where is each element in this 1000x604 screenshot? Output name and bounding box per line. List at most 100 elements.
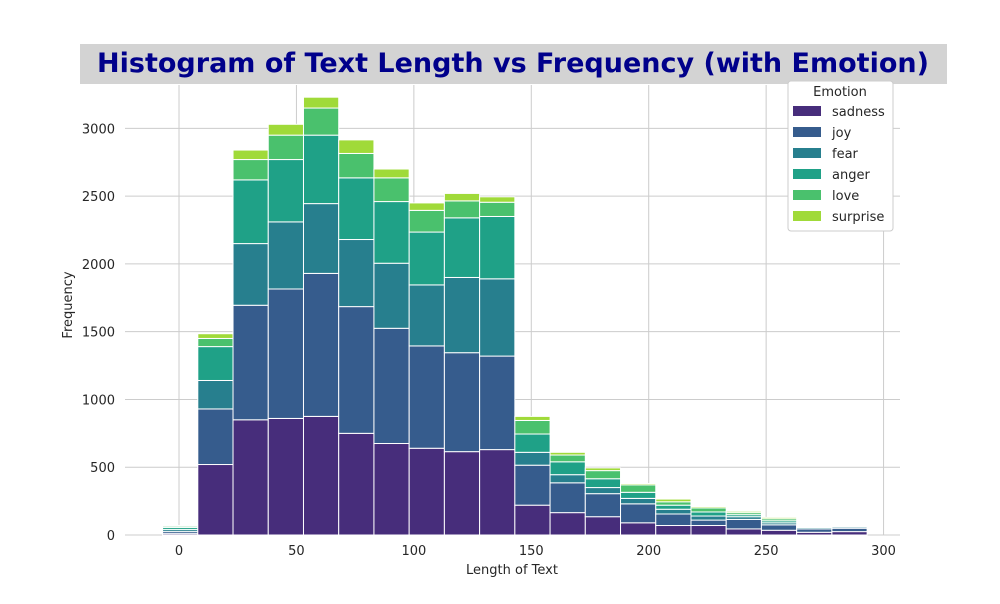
legend-swatch-joy: [793, 127, 821, 137]
legend-label-anger: anger: [832, 168, 870, 183]
x-tick-label: 0: [175, 544, 183, 559]
bar-segment-joy: [549, 482, 586, 514]
bar-segment-surprise: [584, 467, 622, 472]
bar-segment-fear: [479, 278, 516, 357]
bar-segment-fear: [655, 508, 692, 515]
legend-swatch-anger: [793, 169, 821, 179]
bar-segment-surprise: [232, 149, 269, 161]
bar-segment-fear: [443, 276, 481, 354]
title-background: [80, 44, 947, 84]
bar-segment-love: [373, 177, 410, 203]
y-tick-label: 3000: [82, 122, 115, 137]
bar-segment-love: [267, 134, 304, 161]
bar-segment-joy: [725, 518, 762, 530]
bar-segment-sadness: [549, 512, 586, 536]
bar-segment-surprise: [302, 96, 340, 109]
bar-segment-anger: [267, 159, 304, 223]
bar-segment-love: [338, 152, 375, 179]
bar-segment-anger: [620, 491, 657, 499]
bar-segment-joy: [232, 304, 269, 421]
bar-segment-love: [232, 159, 269, 181]
bar-segment-love: [549, 454, 586, 463]
bar-segment-sadness: [197, 464, 234, 536]
legend-label-joy: joy: [831, 126, 852, 141]
bar-segment-joy: [584, 493, 622, 518]
bar-segment-love: [443, 200, 481, 219]
bar-segment-surprise: [338, 139, 375, 154]
bar-segment-joy: [796, 528, 833, 533]
bar-segment-fear: [197, 379, 234, 410]
bar-segment-fear: [408, 284, 445, 347]
bar-segment-surprise: [373, 168, 410, 179]
bar-segment-anger: [197, 346, 234, 381]
bar-segment-anger: [443, 217, 481, 278]
legend-label-fear: fear: [832, 147, 859, 162]
bar-segment-love: [479, 201, 516, 217]
bar-segment-anger: [514, 433, 551, 453]
bar-segment-love: [302, 107, 340, 136]
bar-segment-joy: [197, 408, 234, 466]
bar-segment-surprise: [690, 506, 727, 509]
bar-segment-sadness: [831, 531, 868, 536]
y-tick-label: 500: [90, 461, 115, 476]
bar-segment-joy: [831, 527, 868, 533]
bar-segment-anger: [690, 511, 727, 517]
bar-segment-fear: [514, 451, 551, 466]
bar-segment-sadness: [620, 522, 657, 536]
bar-segment-anger: [584, 478, 622, 489]
bar-segment-surprise: [267, 123, 304, 136]
bar-segment-anger: [408, 231, 445, 286]
bar-segment-sadness: [655, 525, 692, 536]
legend-label-sadness: sadness: [832, 105, 885, 120]
bar-segment-sadness: [514, 504, 551, 536]
bar-segment-joy: [514, 464, 551, 506]
x-tick-label: 100: [401, 544, 426, 559]
bar-segment-joy: [655, 513, 692, 527]
bar-segment-fear: [620, 497, 657, 505]
x-axis-label: Length of Text: [466, 563, 558, 578]
chart-title: Histogram of Text Length vs Frequency (w…: [97, 48, 929, 79]
bar-segment-fear: [267, 221, 304, 290]
bar-segment-surprise: [831, 524, 868, 527]
legend-label-love: love: [832, 189, 859, 204]
bar-segment-sadness: [725, 528, 762, 536]
bar-segment-sadness: [443, 451, 481, 536]
bar-segment-anger: [302, 134, 340, 205]
bar-segment-fear: [373, 262, 410, 329]
bar-segment-joy: [760, 524, 798, 531]
bar-segment-joy: [620, 503, 657, 524]
bar-segment-joy: [338, 306, 375, 434]
bar-segment-sadness: [302, 415, 340, 536]
bar-segment-anger: [655, 504, 692, 510]
x-tick-label: 250: [754, 544, 779, 559]
legend: Emotion sadness joy fear anger love surprise: [787, 80, 894, 232]
bar-segment-sadness: [408, 447, 445, 536]
bar-segment-surprise: [408, 202, 445, 211]
legend-swatch-fear: [793, 148, 821, 158]
bar-segment-anger: [479, 215, 516, 280]
y-tick-label: 1000: [82, 393, 115, 408]
bar-segment-sadness: [760, 529, 798, 536]
bar-segment-fear: [232, 243, 269, 306]
legend-label-surprise: surprise: [832, 210, 884, 225]
bar-segment-sadness: [338, 432, 375, 536]
legend-swatch-love: [793, 190, 821, 200]
bar-segment-surprise: [443, 192, 481, 202]
y-tick-label: 0: [107, 529, 115, 544]
bar-segment-joy: [408, 345, 445, 449]
x-tick-label: 200: [636, 544, 661, 559]
bar-segment-surprise: [197, 333, 234, 339]
bar-segment-joy: [373, 327, 410, 445]
bar-segment-love: [584, 470, 622, 480]
legend-items: sadness joy fear anger love surprise: [793, 105, 885, 225]
bar-segment-surprise: [620, 482, 657, 486]
x-tick-label: 50: [288, 544, 305, 559]
bar-segment-sadness: [232, 419, 269, 536]
bar-segment-surprise: [796, 525, 833, 527]
bar-segment-love: [620, 484, 657, 493]
bar-segment-love: [655, 501, 692, 506]
axis-ticks: 0 50 100 150 200 250 3000500100015002000250030…: [82, 122, 896, 559]
bar-segment-joy: [443, 352, 481, 453]
